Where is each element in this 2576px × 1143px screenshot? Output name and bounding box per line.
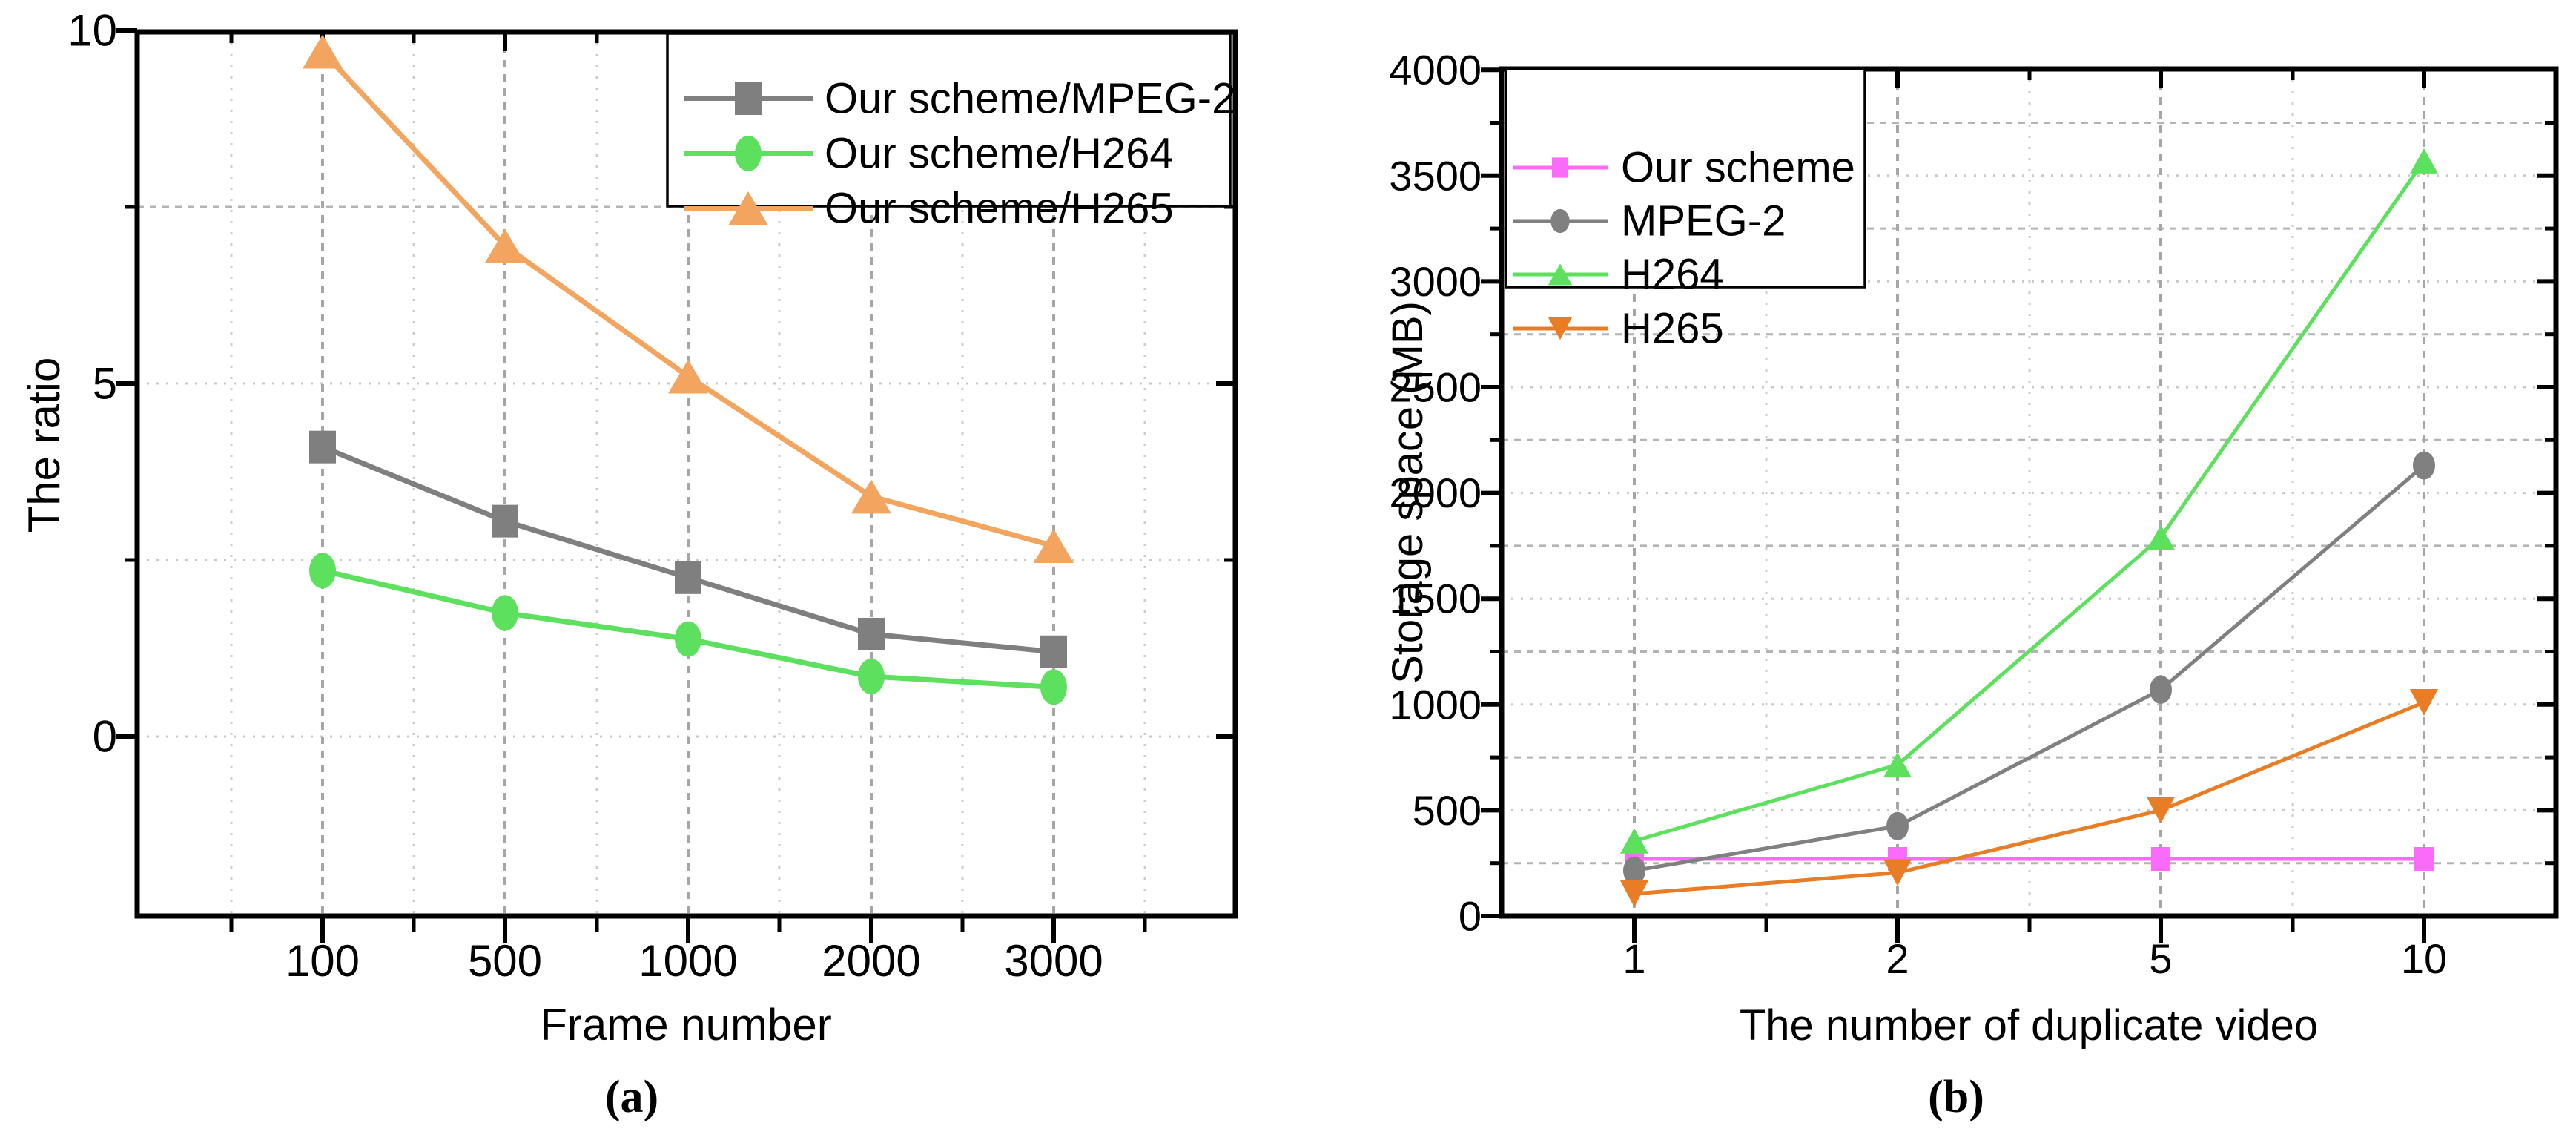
y-tick-label: 4000 xyxy=(1389,47,1482,93)
series-marker-mpeg-2 xyxy=(1886,811,1909,840)
legend-box xyxy=(666,32,1232,208)
series-marker-our-scheme xyxy=(2414,846,2434,871)
legend-box xyxy=(1505,67,1866,289)
series-line-mpeg-2 xyxy=(1634,464,2425,873)
y-tick-label: 3500 xyxy=(1389,152,1482,199)
series-marker-our-scheme-h265 xyxy=(1034,528,1074,563)
x-axis-title: The number of duplicate video xyxy=(1740,1001,2318,1050)
x-tick-label: 5 xyxy=(2149,935,2172,982)
series-marker-h265 xyxy=(1883,859,1912,886)
legend-label-our-scheme-mpeg-2: Our scheme/MPEG-2 xyxy=(825,75,1235,123)
y-tick-label: 1000 xyxy=(1389,681,1482,728)
series-marker-our-scheme-h264 xyxy=(1040,669,1067,705)
series-marker-our-scheme-mpeg-2 xyxy=(309,430,336,464)
legend-label-our-scheme-h264: Our scheme/H264 xyxy=(825,130,1174,178)
y-tick-label: 0 xyxy=(93,712,117,762)
legend-marker-our-scheme xyxy=(1551,157,1569,178)
series-marker-our-scheme-mpeg-2 xyxy=(858,617,885,650)
series-marker-our-scheme-h265 xyxy=(485,228,525,263)
series-marker-our-scheme-h265 xyxy=(851,479,891,514)
y-tick-label: 10 xyxy=(67,6,117,56)
y-axis-title: The ratio xyxy=(19,358,69,533)
series-marker-our-scheme-h264 xyxy=(492,595,518,631)
legend-marker-h265 xyxy=(1548,317,1573,340)
x-tick-label: 3000 xyxy=(1004,936,1103,986)
y-tick-label: 2000 xyxy=(1389,470,1482,516)
legend-label-our-scheme: Our scheme xyxy=(1621,144,1855,192)
series-marker-our-scheme-mpeg-2 xyxy=(1040,635,1067,668)
y-tick-label: 1500 xyxy=(1389,576,1482,622)
y-tick-label: 500 xyxy=(1413,787,1482,834)
series-marker-mpeg-2 xyxy=(1623,856,1645,885)
series-marker-our-scheme xyxy=(2151,846,2170,871)
series-marker-our-scheme-h264 xyxy=(858,659,885,695)
y-tick-label: 2500 xyxy=(1389,364,1482,411)
series-marker-our-scheme-h264 xyxy=(309,553,336,589)
series-marker-h265 xyxy=(2410,688,2438,716)
x-tick-label: 10 xyxy=(2401,935,2447,982)
caption-b: (b) xyxy=(1928,1072,1984,1122)
series-marker-our-scheme-h265 xyxy=(668,359,708,394)
series-marker-mpeg-2 xyxy=(2413,451,2435,480)
series-marker-our-scheme-h265 xyxy=(303,34,343,69)
y-tick-label: 0 xyxy=(1459,893,1482,940)
series-marker-h265 xyxy=(1620,880,1648,908)
y-tick-label: 3000 xyxy=(1389,258,1482,305)
legend-marker-mpeg-2 xyxy=(1550,208,1570,234)
series-marker-our-scheme-mpeg-2 xyxy=(492,504,518,538)
legend-marker-our-scheme-mpeg-2 xyxy=(735,82,762,115)
series-marker-our-scheme-mpeg-2 xyxy=(675,561,701,594)
caption-a: (a) xyxy=(604,1072,659,1122)
x-tick-label: 1000 xyxy=(638,936,737,986)
x-tick-label: 1 xyxy=(1622,935,1645,982)
series-line-h264 xyxy=(1634,159,2426,843)
legend-marker-our-scheme-h264 xyxy=(735,136,762,171)
legend-label-mpeg-2: MPEG-2 xyxy=(1621,197,1786,246)
legend-marker-our-scheme-h265 xyxy=(728,191,768,225)
x-axis-title: Frame number xyxy=(540,1000,831,1050)
x-tick-label: 2000 xyxy=(822,936,920,986)
series-marker-h265 xyxy=(2147,797,2175,824)
legend-label-our-scheme-h265: Our scheme/H265 xyxy=(825,185,1174,233)
legend-label-h265: H265 xyxy=(1621,305,1724,353)
legend-marker-h264 xyxy=(1548,263,1573,286)
series-marker-mpeg-2 xyxy=(2150,675,2172,704)
series-marker-h264 xyxy=(2147,524,2175,550)
y-tick-label: 5 xyxy=(93,359,117,409)
y-axis-title: Storage space (MB) xyxy=(1384,301,1432,684)
series-marker-h264 xyxy=(1883,752,1912,778)
series-marker-our-scheme-h264 xyxy=(675,621,701,657)
x-tick-label: 2 xyxy=(1886,935,1909,982)
series-marker-h264 xyxy=(2410,148,2438,174)
x-tick-label: 100 xyxy=(285,936,360,986)
x-tick-label: 500 xyxy=(468,936,542,986)
series-line-h265 xyxy=(1634,700,2425,896)
series-marker-h264 xyxy=(1620,828,1648,854)
legend-label-h264: H264 xyxy=(1621,251,1724,299)
